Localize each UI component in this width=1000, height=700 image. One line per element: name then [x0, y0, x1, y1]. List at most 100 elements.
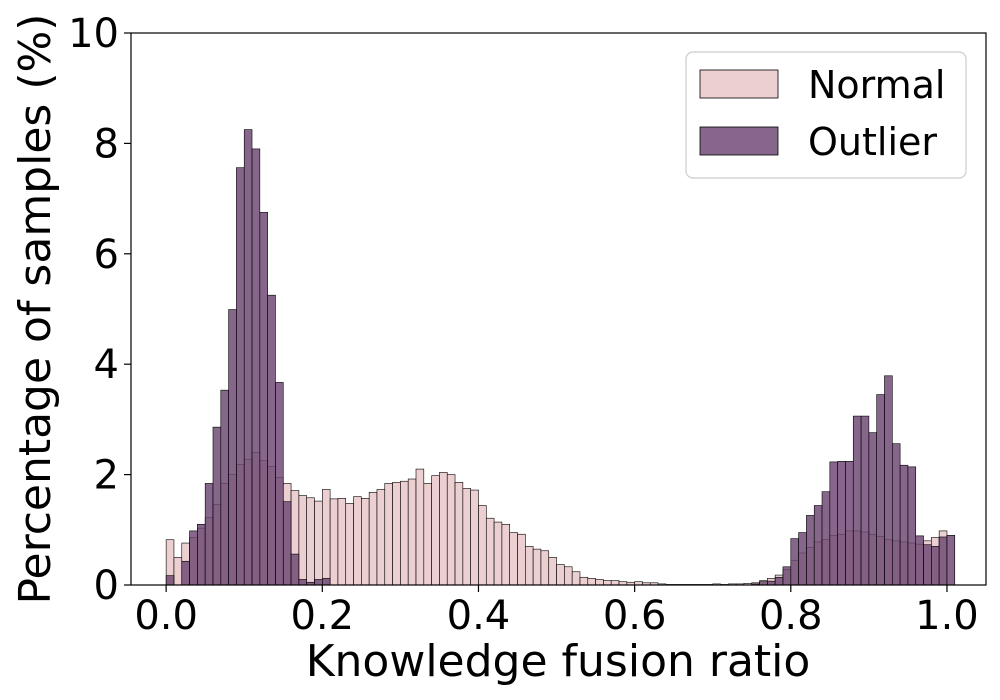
outlier-bar	[251, 148, 261, 586]
normal-bar	[509, 532, 518, 586]
y-tick-label: 10	[68, 11, 119, 57]
normal-bar	[173, 557, 183, 586]
normal-bar	[376, 489, 386, 586]
outlier-bar	[938, 536, 948, 586]
legend-swatch-normal	[699, 69, 779, 99]
outlier-bar	[860, 415, 870, 586]
normal-bar	[571, 571, 581, 586]
outlier-bar	[782, 566, 792, 586]
outlier-bar	[829, 461, 838, 586]
outlier-bar	[790, 538, 799, 586]
outlier-bar	[837, 461, 846, 586]
y-axis-ticks: 0 2 4 6 8 10	[68, 11, 131, 609]
normal-bar	[384, 483, 393, 586]
x-tick-label: 0.6	[603, 593, 667, 639]
outlier-bar	[220, 389, 229, 586]
outlier-bar	[236, 167, 245, 586]
normal-bar	[329, 498, 339, 586]
normal-bar	[548, 557, 557, 586]
outlier-bar	[892, 443, 901, 586]
normal-bar	[540, 550, 550, 586]
normal-bar	[322, 489, 331, 586]
normal-bar	[314, 500, 323, 586]
y-tick-label: 4	[94, 342, 119, 388]
y-tick-label: 6	[94, 232, 119, 278]
outlier-bar	[243, 129, 253, 586]
outlier-bar	[314, 579, 323, 586]
outlier-bar	[899, 464, 909, 586]
outlier-bar	[821, 491, 831, 586]
y-tick-label: 8	[94, 121, 119, 167]
outlier-bar	[806, 515, 815, 586]
normal-bar	[610, 580, 620, 586]
normal-bar	[431, 475, 440, 586]
outlier-bar	[774, 576, 784, 586]
outlier-bar	[923, 544, 932, 586]
y-axis-title: Percentage of samples (%)	[10, 14, 61, 605]
normal-bar	[345, 503, 354, 586]
normal-bar	[337, 498, 347, 586]
outlier-bar	[884, 375, 893, 586]
x-axis-ticks: 0.0 0.2 0.4 0.6 0.8 1.0	[134, 585, 979, 639]
outlier-bar	[259, 212, 268, 586]
x-tick-label: 1.0	[915, 593, 979, 639]
outlier-bar	[322, 578, 331, 586]
outlier-bar	[907, 466, 917, 586]
outlier-bar	[915, 535, 924, 586]
normal-bar	[454, 482, 464, 586]
normal-bar	[423, 483, 432, 586]
normal-bar	[407, 478, 417, 586]
normal-bar	[439, 472, 448, 586]
outlier-bar	[267, 294, 276, 586]
outlier-series	[165, 129, 956, 586]
normal-bar	[595, 579, 604, 586]
outlier-bar	[946, 535, 956, 586]
x-tick-label: 0.2	[290, 593, 354, 639]
outlier-bar	[212, 426, 222, 586]
normal-bar	[368, 491, 378, 586]
normal-bar	[361, 498, 370, 586]
outlier-bar	[189, 530, 198, 586]
legend-swatch-outlier	[699, 126, 779, 156]
normal-bar	[587, 578, 596, 586]
normal-bar	[525, 546, 534, 586]
normal-bar	[579, 576, 589, 586]
normal-bar	[501, 523, 510, 586]
outlier-bar	[282, 501, 292, 586]
outlier-bar	[931, 546, 940, 586]
x-axis-title: Knowledge fusion ratio	[306, 636, 811, 687]
outlier-bar	[813, 505, 823, 586]
normal-bar	[353, 496, 362, 586]
normal-bar	[478, 505, 487, 586]
outlier-bar	[868, 432, 877, 586]
normal-bar	[298, 495, 307, 586]
y-tick-label: 2	[94, 453, 119, 499]
outlier-bar	[197, 523, 206, 586]
outlier-bar	[290, 553, 300, 586]
outlier-bar	[852, 415, 862, 586]
normal-bar	[446, 474, 456, 586]
legend: Normal Outlier	[685, 51, 967, 179]
legend-label-outlier: Outlier	[808, 120, 937, 164]
outlier-bar	[876, 394, 885, 586]
legend-label-normal: Normal	[808, 63, 946, 107]
normal-bar	[556, 564, 565, 586]
normal-bar	[532, 548, 542, 586]
outlier-bar	[845, 461, 854, 586]
normal-bar	[493, 521, 503, 586]
x-tick-label: 0.8	[759, 593, 823, 639]
normal-bar	[415, 468, 425, 586]
normal-bar	[462, 488, 471, 586]
normal-bar	[470, 489, 479, 586]
normal-bar	[517, 533, 526, 586]
normal-bar	[603, 580, 612, 586]
y-tick-label: 0	[94, 563, 119, 609]
normal-bar	[392, 482, 401, 586]
plot-frame	[130, 32, 987, 586]
normal-bar	[306, 497, 315, 586]
x-tick-label: 0.4	[447, 593, 511, 639]
normal-bar	[485, 517, 495, 586]
normal-bar	[400, 480, 409, 586]
outlier-bar	[298, 579, 307, 586]
